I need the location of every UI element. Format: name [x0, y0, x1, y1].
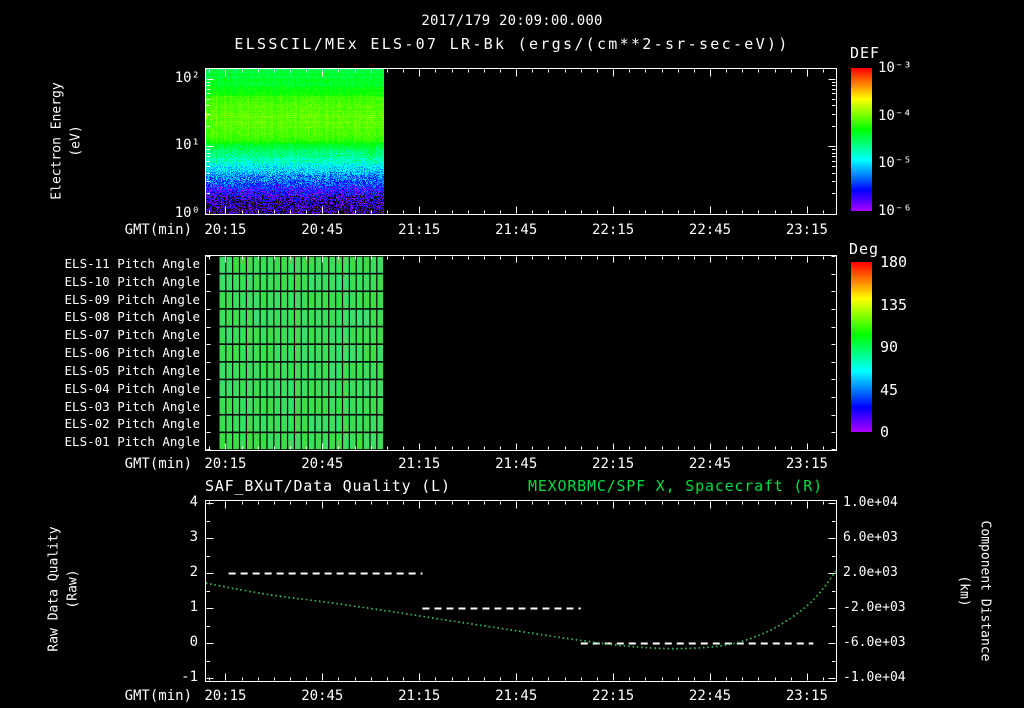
gmt-axis-label: GMT(min)	[124, 688, 192, 704]
deg-tick-label: 90	[880, 338, 899, 356]
time-tick-label: 22:45	[688, 222, 732, 238]
spectrogram-y-axis-unit: (eV)	[68, 125, 84, 157]
pitch-row-label: ELS-05 Pitch Angle	[64, 362, 200, 378]
header-title: ELSSCIL/MEx ELS-07 LR-Bk (ergs/(cm**2-sr…	[234, 35, 790, 53]
pitch-row-label: ELS-10 Pitch Angle	[64, 273, 200, 289]
pitch-row-label: ELS-01 Pitch Angle	[64, 434, 200, 450]
time-tick-label: 22:15	[592, 222, 635, 238]
distance-tick-label: -6.0e+03	[843, 635, 906, 650]
deg-colorbar	[851, 262, 872, 432]
electron-energy-spectrogram	[205, 68, 837, 215]
time-tick-label: 22:45	[688, 456, 732, 472]
distance-tick-label: -1.0e+04	[843, 670, 906, 685]
gmt-axis-label: GMT(min)	[124, 222, 192, 238]
pitch-row-label: ELS-04 Pitch Angle	[64, 380, 200, 396]
time-tick-label: 20:15	[204, 456, 247, 472]
pitch-row-label: ELS-06 Pitch Angle	[64, 345, 200, 360]
quality-tick-label: -1	[181, 669, 198, 685]
pitch-row-label: ELS-07 Pitch Angle	[64, 327, 200, 343]
quality-y-axis-unit: (Raw)	[65, 569, 81, 609]
quality-distance-plot	[205, 500, 837, 682]
time-tick-label: 21:45	[495, 456, 538, 472]
energy-tick-label: 10¹	[174, 137, 200, 153]
time-tick-label: 22:45	[688, 688, 732, 704]
distance-tick-label: -2.0e+03	[843, 600, 906, 615]
deg-tick-label: 45	[880, 380, 899, 399]
time-tick-label: 21:45	[495, 222, 538, 238]
energy-tick-label: 10⁰	[174, 204, 200, 221]
deg-tick-label: 0	[880, 423, 890, 441]
pitch-angle-grid	[205, 255, 837, 451]
header-timestamp: 2017/179 20:09:00.000	[421, 13, 603, 29]
time-tick-label: 20:45	[301, 222, 344, 238]
distance-tick-label: 6.0e+03	[843, 530, 898, 545]
time-tick-label: 21:15	[398, 456, 441, 472]
time-tick-label: 23:15	[785, 222, 828, 238]
time-tick-label: 20:15	[204, 688, 247, 704]
def-tick-label: 10⁻⁴	[878, 107, 912, 124]
quality-title-right: MEXORBMC/SPF X, Spacecraft (R)	[528, 477, 823, 495]
time-tick-label: 20:15	[204, 222, 247, 238]
quality-tick-label: 3	[189, 529, 198, 545]
quality-y-axis-label: Raw Data Quality	[46, 526, 62, 652]
deg-tick-label: 180	[880, 253, 908, 271]
gmt-axis-label: GMT(min)	[124, 456, 192, 472]
pitch-row-label: ELS-11 Pitch Angle	[64, 255, 200, 271]
pitch-row-label: ELS-03 Pitch Angle	[64, 398, 200, 414]
deg-tick-label: 135	[880, 295, 908, 314]
quality-tick-label: 2	[189, 564, 198, 580]
def-tick-label: 10⁻³	[878, 60, 912, 76]
quality-tick-label: 4	[189, 494, 198, 510]
def-tick-label: 10⁻⁶	[878, 203, 912, 219]
time-tick-label: 20:45	[301, 688, 344, 704]
time-tick-label: 21:15	[398, 222, 441, 238]
pitch-row-label: ELS-02 Pitch Angle	[64, 416, 200, 432]
quality-title-left: SAF_BXuT/Data Quality (L)	[205, 477, 451, 495]
distance-y-axis-label: Component Distance	[977, 520, 993, 662]
quality-tick-label: 1	[189, 599, 198, 615]
time-tick-label: 21:45	[495, 688, 538, 704]
energy-tick-label: 10²	[174, 69, 200, 86]
time-tick-label: 23:15	[785, 688, 828, 704]
time-tick-label: 23:15	[785, 456, 828, 472]
time-tick-label: 22:15	[592, 456, 635, 472]
spectrogram-y-axis-label: Electron Energy	[49, 82, 65, 200]
time-tick-label: 22:15	[592, 688, 635, 704]
time-tick-label: 20:45	[301, 456, 344, 472]
deg-colorbar-title: Deg	[849, 240, 880, 258]
def-colorbar	[851, 68, 872, 211]
distance-tick-label: 2.0e+03	[843, 565, 898, 580]
distance-tick-label: 1.0e+04	[843, 495, 898, 510]
def-tick-label: 10⁻⁵	[878, 155, 912, 172]
pitch-row-label: ELS-09 Pitch Angle	[64, 291, 200, 307]
time-tick-label: 21:15	[398, 688, 441, 704]
quality-tick-label: 0	[189, 634, 198, 650]
pitch-row-label: ELS-08 Pitch Angle	[64, 309, 200, 325]
def-colorbar-title: DEF	[850, 44, 881, 62]
distance-y-axis-unit: (km)	[956, 575, 972, 607]
